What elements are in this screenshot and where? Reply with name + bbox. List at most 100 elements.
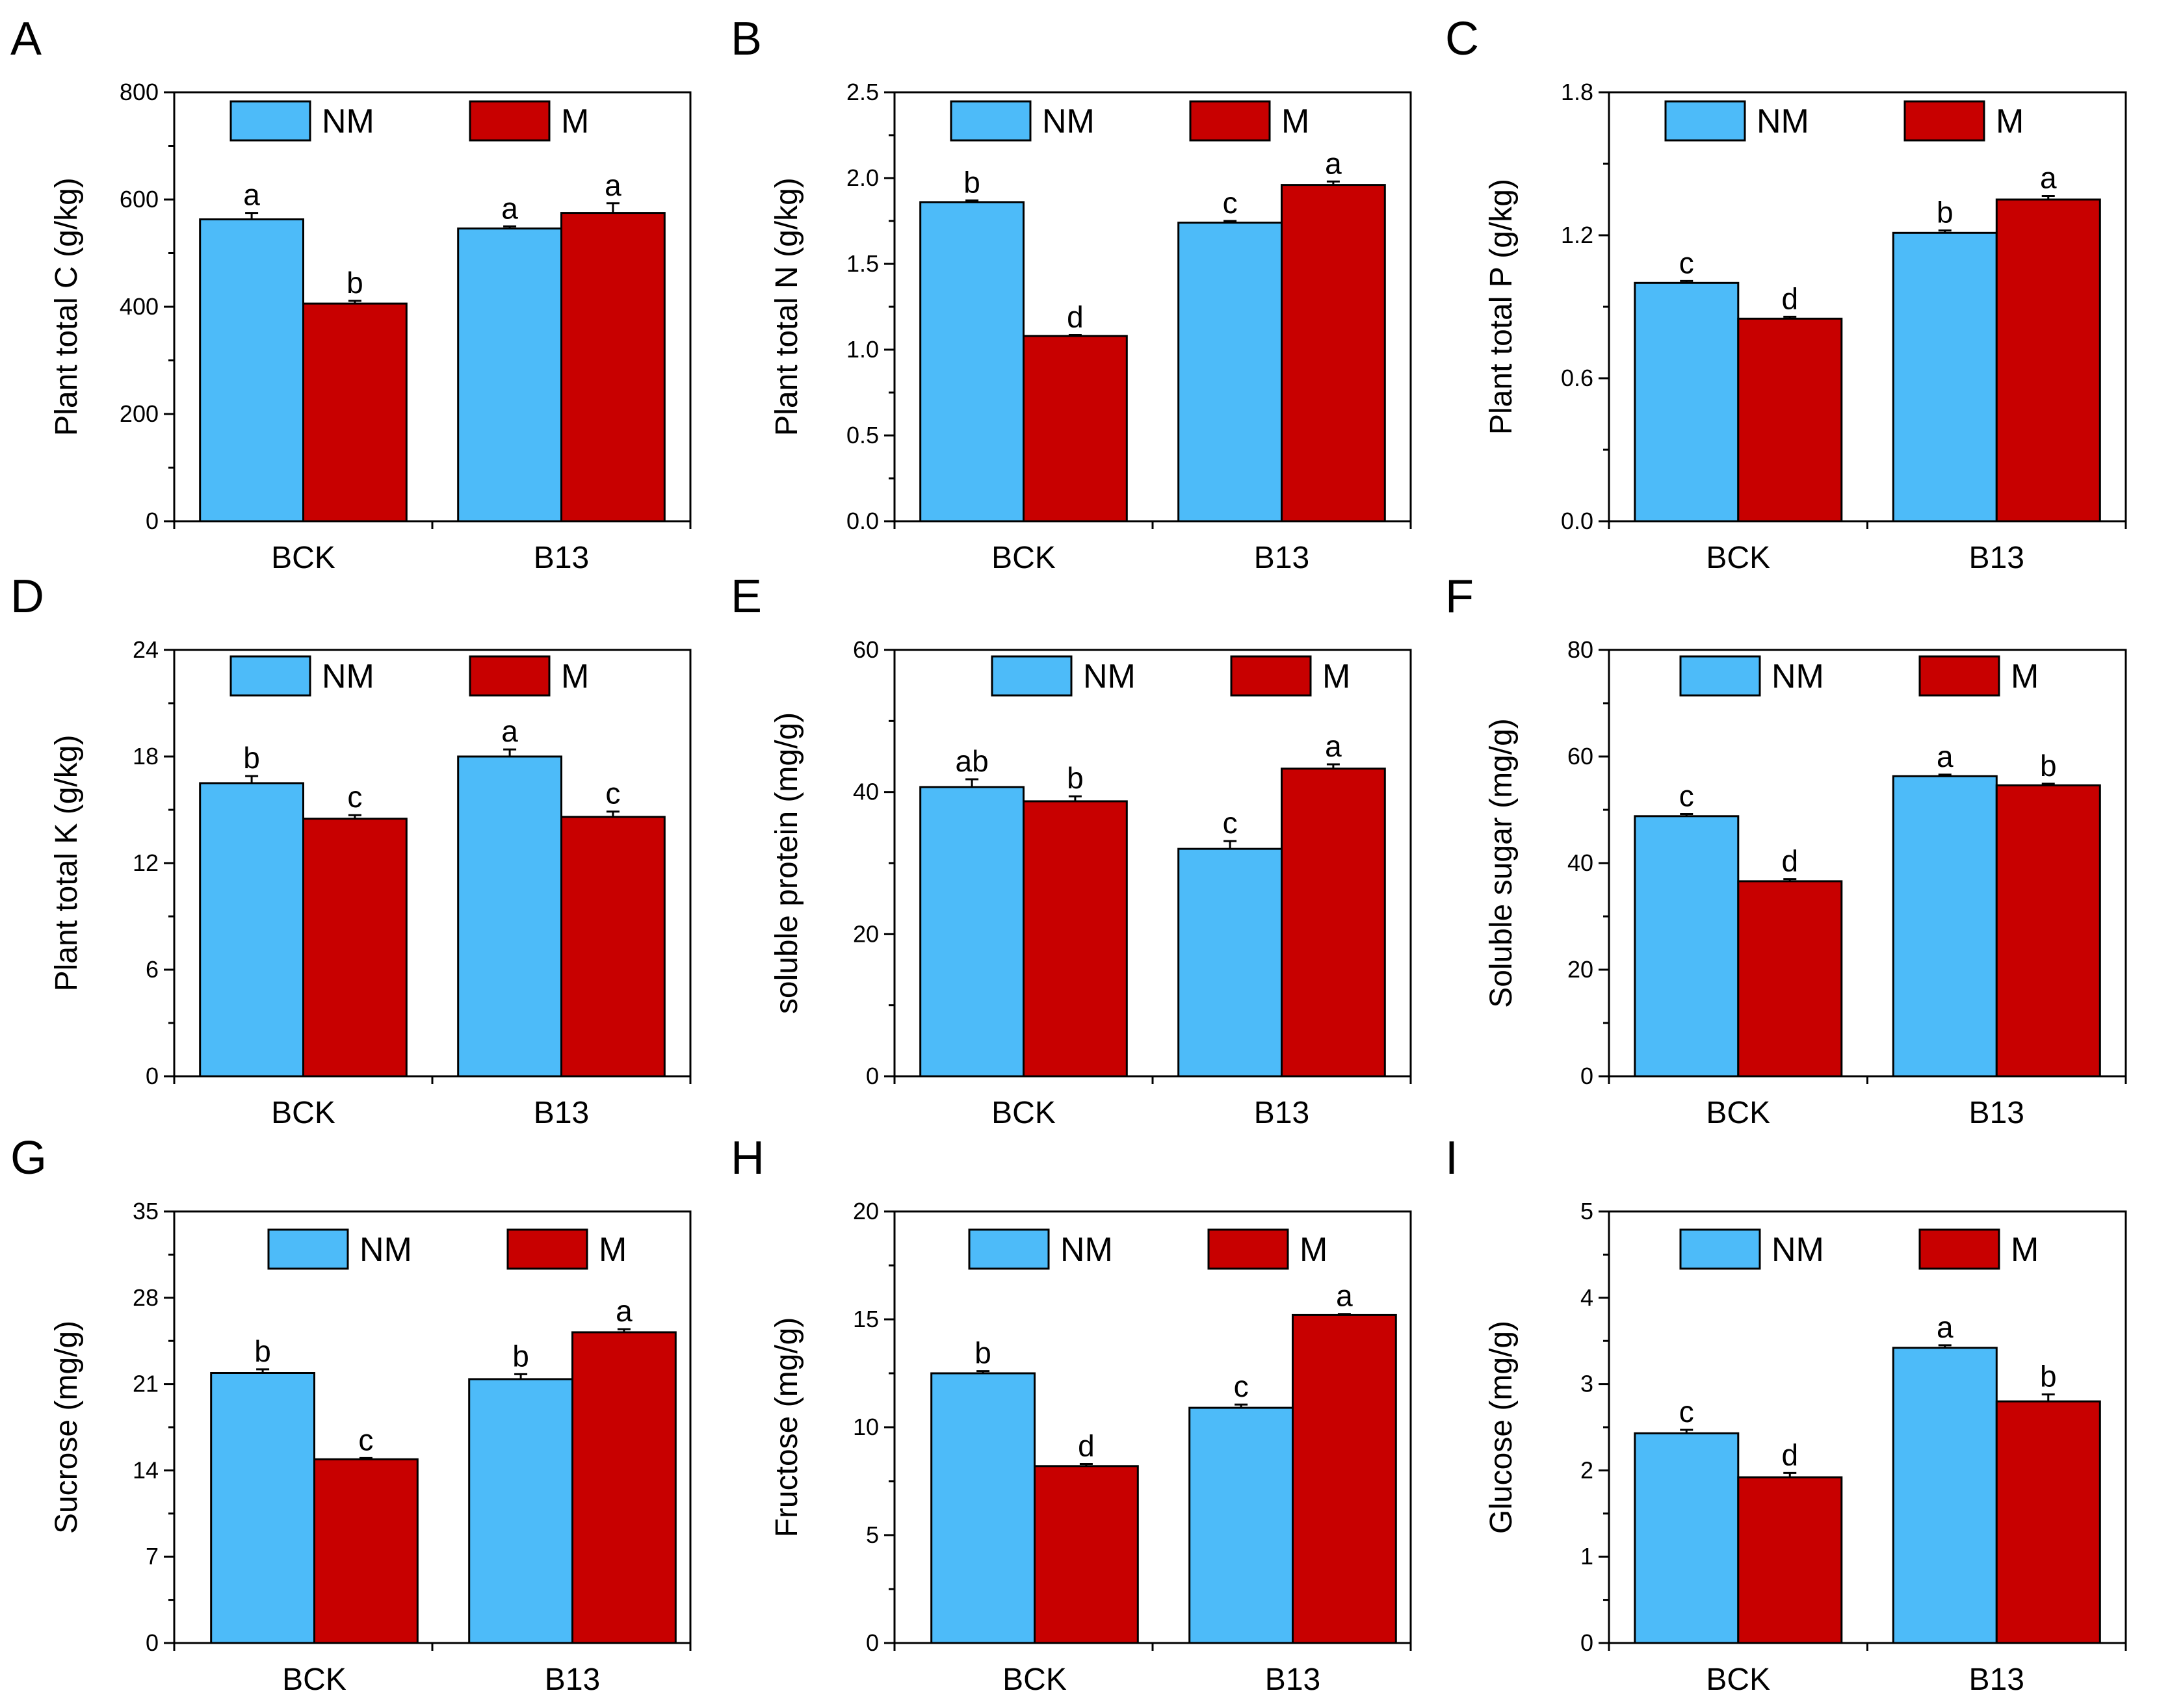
sig-letter-C-M-B13: a [2040, 161, 2057, 195]
sig-letter-G-M-BCK: c [358, 1423, 373, 1456]
panel-H: Hb d BCK c a B13 0 5 10 15 20 Fructose (mg/g) NM M [731, 1132, 1412, 1697]
x-tick-label-D-BCK: BCK [271, 1096, 335, 1130]
bar-I-NM-B13 [1892, 1347, 1998, 1644]
sig-letter-B-NM-B13: c [1223, 186, 1238, 220]
legend-swatch-D-NM [229, 655, 311, 697]
x-tick-label-E-BCK: BCK [991, 1096, 1056, 1130]
sig-letter-B-M-B13: a [1325, 146, 1342, 180]
bar-A-NM-BCK [199, 218, 305, 523]
y-tick-label-H-3: 15 [853, 1306, 879, 1332]
bar-F-M-BCK [1737, 880, 1843, 1078]
bar-D-M-BCK [302, 818, 408, 1078]
y-tick-label-I-2: 2 [1580, 1456, 1593, 1483]
y-tick-label-C-2: 1.2 [1561, 222, 1593, 248]
sig-letter-G-M-B13: a [616, 1294, 633, 1328]
y-tick-label-E-3: 60 [853, 636, 879, 663]
legend-swatch-E-M [1230, 655, 1312, 697]
panel-letter-B: B [731, 13, 762, 65]
y-tick-label-I-0: 0 [1580, 1629, 1593, 1656]
bar-H-NM-B13 [1188, 1406, 1294, 1644]
legend-swatch-F-NM [1679, 655, 1761, 697]
legend-label-F-NM: NM [1771, 658, 1824, 695]
panel-letter-E: E [731, 571, 762, 623]
bar-E-NM-B13 [1177, 848, 1283, 1078]
y-tick-label-D-2: 12 [133, 849, 159, 876]
sig-letter-H-NM-B13: c [1234, 1369, 1249, 1403]
legend-swatch-I-NM [1679, 1228, 1761, 1270]
legend-swatch-B-NM [950, 100, 1032, 142]
y-tick-label-H-1: 5 [866, 1521, 879, 1548]
x-tick-label-G-B13: B13 [545, 1663, 600, 1697]
panel-letter-F: F [1445, 571, 1474, 623]
y-tick-label-I-3: 3 [1580, 1371, 1593, 1397]
sig-letter-D-NM-B13: a [501, 714, 518, 748]
x-tick-label-D-B13: B13 [534, 1096, 589, 1130]
y-tick-label-C-3: 1.8 [1561, 79, 1593, 105]
legend-label-I-NM: NM [1771, 1231, 1824, 1269]
bar-H-M-B13 [1292, 1313, 1397, 1644]
y-axis-title-A: Plant total C (g/kg) [49, 177, 84, 436]
sig-letter-E-M-BCK: b [1067, 761, 1084, 795]
y-tick-label-G-2: 14 [133, 1456, 159, 1483]
y-tick-label-B-4: 2.0 [846, 164, 879, 191]
x-tick-label-B-B13: B13 [1254, 541, 1309, 575]
sig-letter-E-M-B13: a [1325, 729, 1342, 763]
bar-G-M-B13 [571, 1331, 677, 1644]
bar-E-NM-BCK [919, 786, 1025, 1078]
legend-swatch-E-NM [991, 655, 1073, 697]
y-tick-label-H-4: 20 [853, 1198, 879, 1224]
x-tick-label-H-B13: B13 [1265, 1663, 1320, 1697]
y-tick-label-G-5: 35 [133, 1198, 159, 1224]
sig-letter-E-NM-B13: c [1223, 806, 1238, 840]
legend-swatch-G-NM [267, 1228, 349, 1270]
y-tick-label-G-4: 28 [133, 1284, 159, 1311]
panel-letter-G: G [10, 1132, 47, 1184]
sig-letter-E-NM-BCK: ab [956, 744, 989, 778]
legend-swatch-D-M [469, 655, 551, 697]
x-tick-label-G-BCK: BCK [282, 1663, 346, 1697]
legend-swatch-C-NM [1664, 100, 1746, 142]
panel-A: Aa b BCK a a B13 0 200 400 600 800 Plant total C (g… [10, 13, 692, 575]
sig-letter-I-NM-B13: a [1937, 1310, 1954, 1344]
y-tick-label-F-2: 40 [1567, 849, 1593, 876]
legend-swatch-B-M [1189, 100, 1271, 142]
bar-I-NM-BCK [1634, 1432, 1740, 1644]
legend-label-A-NM: NM [322, 103, 374, 140]
bar-B-NM-BCK [919, 201, 1025, 523]
sig-letter-B-M-BCK: d [1067, 300, 1084, 334]
sig-letter-D-M-BCK: c [347, 780, 362, 814]
legend-label-C-M: M [1996, 103, 2024, 140]
y-tick-label-D-4: 24 [133, 636, 159, 663]
legend-swatch-I-M [1918, 1228, 2000, 1270]
y-tick-label-A-3: 600 [120, 186, 159, 213]
y-tick-label-D-1: 6 [146, 956, 159, 983]
sig-letter-D-M-B13: c [605, 777, 620, 810]
bar-D-NM-BCK [199, 782, 305, 1078]
bar-E-M-BCK [1023, 800, 1128, 1078]
y-tick-label-A-1: 200 [120, 400, 159, 427]
x-tick-label-A-BCK: BCK [271, 541, 335, 575]
bar-H-NM-BCK [930, 1372, 1036, 1644]
legend-swatch-A-M [469, 100, 551, 142]
y-tick-label-C-1: 0.6 [1561, 365, 1593, 391]
legend-label-D-M: M [561, 658, 589, 695]
bar-B-M-BCK [1023, 335, 1128, 523]
bar-A-NM-B13 [457, 227, 563, 523]
bar-I-M-B13 [1995, 1400, 2101, 1644]
y-tick-label-B-2: 1.0 [846, 336, 879, 363]
y-tick-label-C-0: 0.0 [1561, 508, 1593, 534]
sig-letter-C-NM-BCK: c [1679, 246, 1694, 279]
sig-letter-C-NM-B13: b [1937, 196, 1954, 229]
sig-letter-I-NM-BCK: c [1679, 1395, 1694, 1429]
bar-B-M-B13 [1281, 184, 1386, 523]
sig-letter-H-M-BCK: d [1078, 1429, 1095, 1462]
bar-A-M-B13 [560, 212, 666, 523]
x-tick-label-F-BCK: BCK [1706, 1096, 1770, 1130]
y-axis-title-B: Plant total N (g/kg) [770, 177, 804, 436]
legend-label-C-NM: NM [1757, 103, 1809, 140]
panel-B: Bb d BCK c a B13 0.0 0.5 1.0 1.5 2.0 2.5 Plant total… [731, 13, 1412, 575]
legend-swatch-H-NM [968, 1228, 1050, 1270]
panel-letter-C: C [1445, 13, 1479, 65]
bar-C-NM-BCK [1634, 281, 1740, 523]
